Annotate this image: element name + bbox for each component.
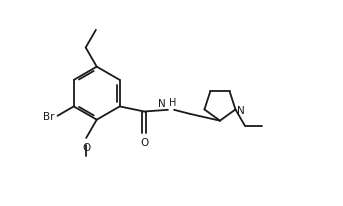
Text: N: N xyxy=(237,106,245,116)
Text: N: N xyxy=(158,99,166,109)
Text: O: O xyxy=(82,143,90,153)
Text: Br: Br xyxy=(43,111,55,121)
Text: H: H xyxy=(169,98,176,108)
Text: O: O xyxy=(140,138,148,148)
